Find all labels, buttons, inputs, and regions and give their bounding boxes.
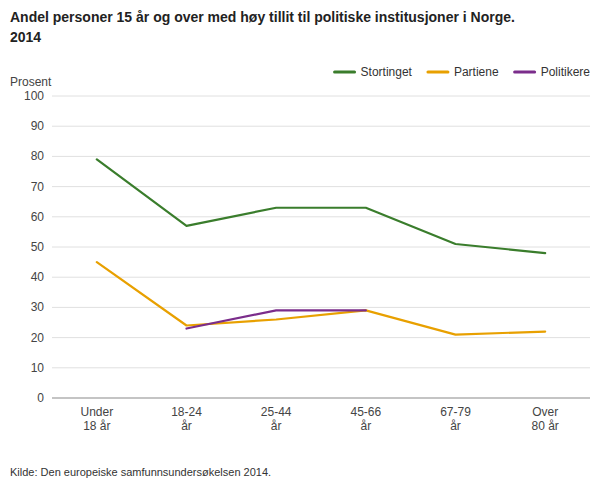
legend-swatch [335,71,355,74]
legend-swatch [428,71,448,74]
x-axis-line [52,398,590,399]
legend-swatch [515,71,535,74]
x-tick-label-line: 18 år [83,419,110,433]
series-lines [97,159,545,334]
grid-line [52,216,590,217]
x-tick-label-line: år [360,419,371,433]
x-tick-label-line: 80 år [531,419,558,433]
y-tick-label: 60 [31,210,45,224]
grid-line [52,367,590,368]
y-tick-label: 20 [31,331,45,345]
series-line [97,159,545,253]
source: Kilde: Den europeiske samfunnsundersøkel… [10,466,271,478]
grid-line [52,156,590,157]
x-tick-label: 18-24år [171,405,202,433]
legend-label: Partiene [454,65,499,79]
x-tick-label-line: Over [532,405,558,419]
x-tick-label-line: år [271,419,282,433]
grid-line [52,398,590,399]
y-tick-label: 70 [31,180,45,194]
x-tick-label-line: 18-24 [171,405,202,419]
legend-label: Politikere [541,65,591,79]
grid-line [52,337,590,338]
series-line [97,262,545,334]
x-tick-label-line: år [181,419,192,433]
y-tick-label: 50 [31,240,45,254]
legend-item: Partiene [428,65,499,79]
legend-item: Politikere [515,65,591,79]
y-tick-label: 40 [31,270,45,284]
chart: Andel personer 15 år og over med høy til… [0,0,610,488]
series-line [187,310,366,328]
legend: Stortinget Partiene Politikere [335,65,591,79]
x-tick-label: 25-44år [261,405,292,433]
x-tick-label-line: 45-66 [350,405,381,419]
x-tick-label-line: år [450,419,461,433]
x-tick-label: 67-79år [440,405,471,433]
legend-label: Stortinget [361,65,413,79]
x-tick-label-line: Under [80,405,113,419]
grid-line [52,307,590,308]
x-tick-label: Over80 år [531,405,558,433]
grid-line [52,96,590,97]
grid-line [52,126,590,127]
x-tick-label-line: 25-44 [261,405,292,419]
y-tick-label: 90 [31,119,45,133]
y-tick-label: 10 [31,361,45,375]
y-axis-label: Prosent [10,75,52,89]
y-tick-label: 0 [37,391,44,405]
subtitle: 2014 [10,29,41,45]
legend-item: Stortinget [335,65,413,79]
grid [52,96,590,398]
x-tick-label-line: 67-79 [440,405,471,419]
title: Andel personer 15 år og over med høy til… [10,9,515,25]
y-tick-label: 30 [31,300,45,314]
y-tick-label: 100 [24,89,44,103]
x-tick-label: Under18 år [80,405,113,433]
y-tick-label: 80 [31,149,45,163]
grid-line [52,247,590,248]
grid-line [52,277,590,278]
x-tick-label: 45-66år [350,405,381,433]
